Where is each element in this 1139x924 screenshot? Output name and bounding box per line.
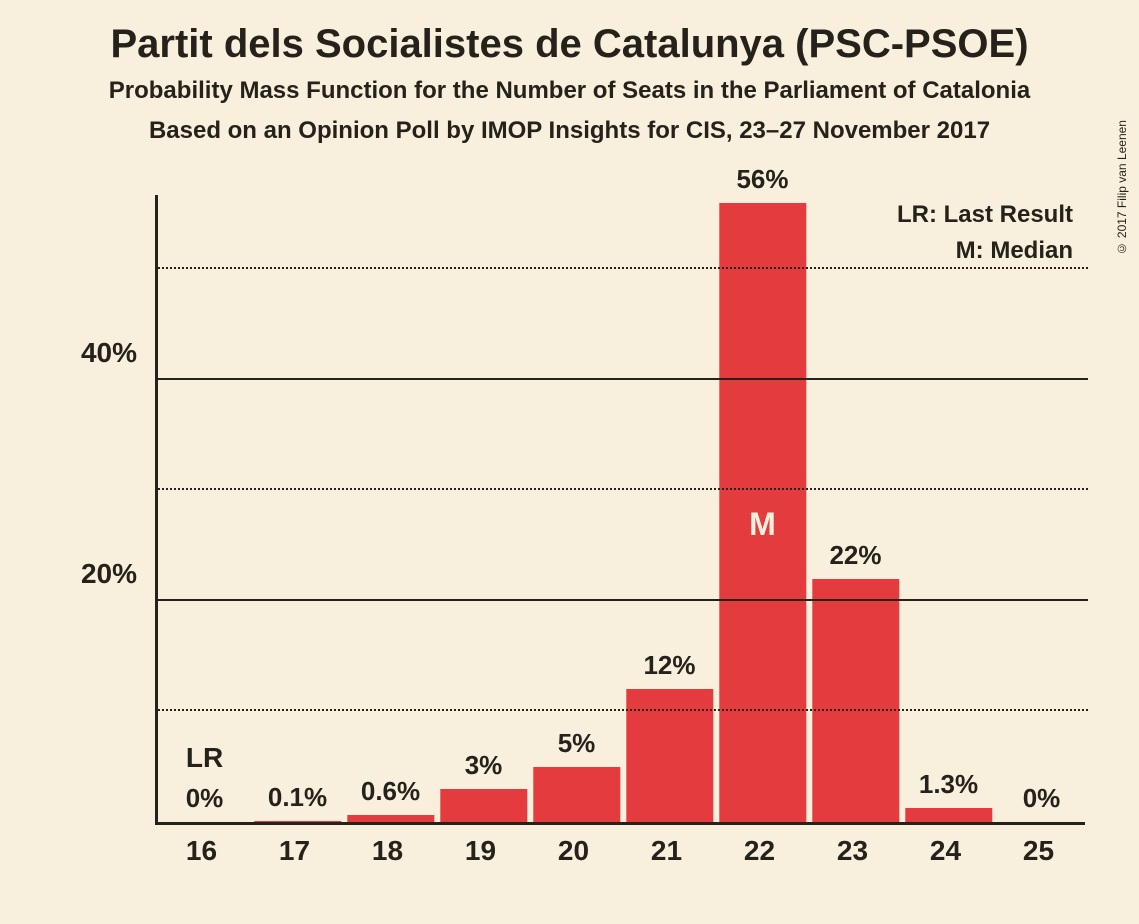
bar-value-label: 1.3% [919,769,978,800]
legend: LR: Last Result M: Median [897,201,1073,273]
x-tick-label: 17 [248,835,341,867]
chart-subtitle-2: Based on an Opinion Poll by IMOP Insight… [0,117,1139,145]
bar [812,579,899,822]
x-tick-label: 23 [806,835,899,867]
x-tick-label: 22 [713,835,806,867]
gridline-minor [158,709,1088,711]
legend-lr: LR: Last Result [897,201,1073,229]
bar [347,815,434,822]
x-tick-label: 21 [620,835,713,867]
gridline-major [158,599,1088,601]
bar-value-label: 5% [558,728,596,759]
bar-inner-label: M [749,506,776,543]
bar-value-label: 12% [643,650,695,681]
legend-m: M: Median [897,237,1073,265]
bar-extra-label: LR [186,742,223,774]
bar-value-label: 22% [829,540,881,571]
chart-area: 0%LR0.1%0.6%3%5%12%56%M22%1.3%0% 20%40% … [155,195,1085,825]
copyright-text: © 2017 Filip van Leenen [1115,120,1129,255]
bar-value-label: 0% [1023,783,1061,814]
x-tick-label: 25 [992,835,1085,867]
y-tick-label: 20% [37,558,137,590]
x-tick-label: 16 [155,835,248,867]
bar-value-label: 0% [186,783,224,814]
bar-value-label: 3% [465,750,503,781]
title-block: Partit dels Socialistes de Catalunya (PS… [0,0,1139,145]
bar [533,767,620,822]
x-tick-label: 24 [899,835,992,867]
x-tick-label: 20 [527,835,620,867]
bar-value-label: 56% [736,164,788,195]
bars-container: 0%LR0.1%0.6%3%5%12%56%M22%1.3%0% [158,192,1088,822]
bar-value-label: 0.6% [361,776,420,807]
gridline-major [158,378,1088,380]
bar [905,808,992,822]
chart-subtitle: Probability Mass Function for the Number… [0,77,1139,105]
x-tick-label: 19 [434,835,527,867]
x-tick-label: 18 [341,835,434,867]
bar-value-label: 0.1% [268,782,327,813]
bar [440,789,527,822]
chart-title: Partit dels Socialistes de Catalunya (PS… [0,22,1139,67]
plot-frame: 0%LR0.1%0.6%3%5%12%56%M22%1.3%0% [155,195,1085,825]
y-tick-label: 40% [37,337,137,369]
gridline-minor [158,488,1088,490]
bar [254,821,341,822]
